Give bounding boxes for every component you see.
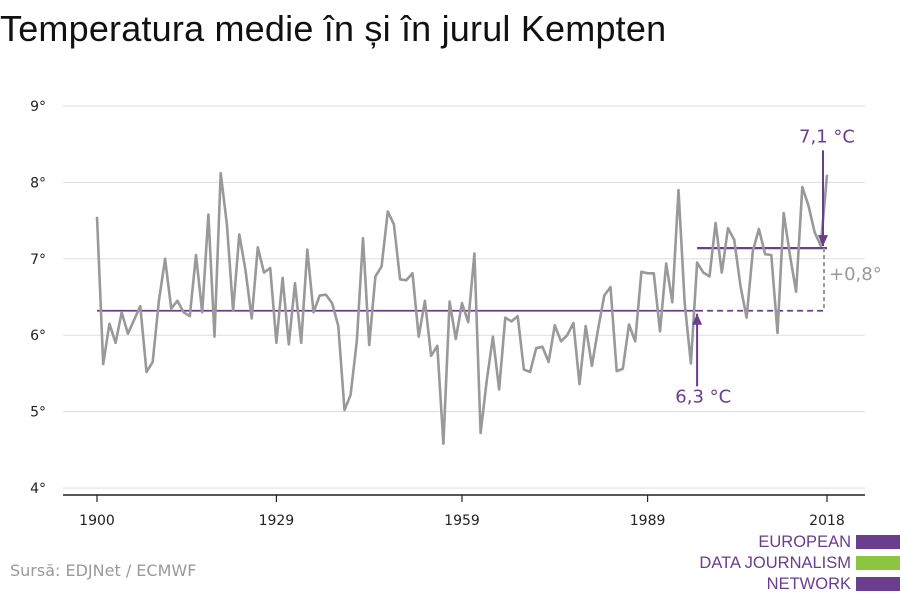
x-tick-label: 1989 xyxy=(630,513,666,529)
source-note: Sursă: EDJNet / ECMWF xyxy=(10,561,197,580)
grid-layer xyxy=(63,105,865,489)
y-tick-label: 8° xyxy=(30,175,46,191)
axis-layer: 4° 5° 6° 7° 8° 9° 1900 1929 1959 1989 2018 xyxy=(30,99,865,529)
line-chart: 4° 5° 6° 7° 8° 9° 1900 1929 1959 1989 2018 6,3 °C 7… xyxy=(30,99,882,529)
logo-bar-2 xyxy=(856,556,900,570)
y-tick-label: 7° xyxy=(30,252,46,268)
chart-title: Temperatura medie în și în jurul Kempten xyxy=(0,8,667,49)
recent-value-label: 7,1 °C xyxy=(799,127,855,148)
logo-bar-3 xyxy=(856,577,900,591)
baseline-value-label: 6,3 °C xyxy=(675,386,731,407)
x-tick-label: 1959 xyxy=(444,513,480,529)
annotation-layer: 6,3 °C 7,1 °C +0,8° xyxy=(675,127,881,408)
y-tick-label: 9° xyxy=(30,99,46,115)
x-tick-label: 1900 xyxy=(79,513,115,529)
temperature-series-line xyxy=(95,171,829,446)
logo-line-3: NETWORK xyxy=(766,575,851,593)
x-tick-label: 2018 xyxy=(809,513,845,529)
logo-line-1: EUROPEAN xyxy=(758,533,851,551)
edjnet-logo[interactable]: EUROPEAN DATA JOURNALISM NETWORK xyxy=(699,532,900,594)
x-tick-label: 1929 xyxy=(259,513,295,529)
logo-line-2: DATA JOURNALISM xyxy=(699,554,851,572)
difference-label: +0,8° xyxy=(829,264,882,285)
series-layer xyxy=(95,171,829,446)
recent-arrow-head xyxy=(818,235,828,247)
baseline-arrow-head xyxy=(692,313,703,325)
logo-bar-1 xyxy=(856,535,900,549)
y-tick-label: 6° xyxy=(30,328,46,344)
y-tick-label: 4° xyxy=(30,481,46,497)
y-tick-label: 5° xyxy=(30,405,46,421)
